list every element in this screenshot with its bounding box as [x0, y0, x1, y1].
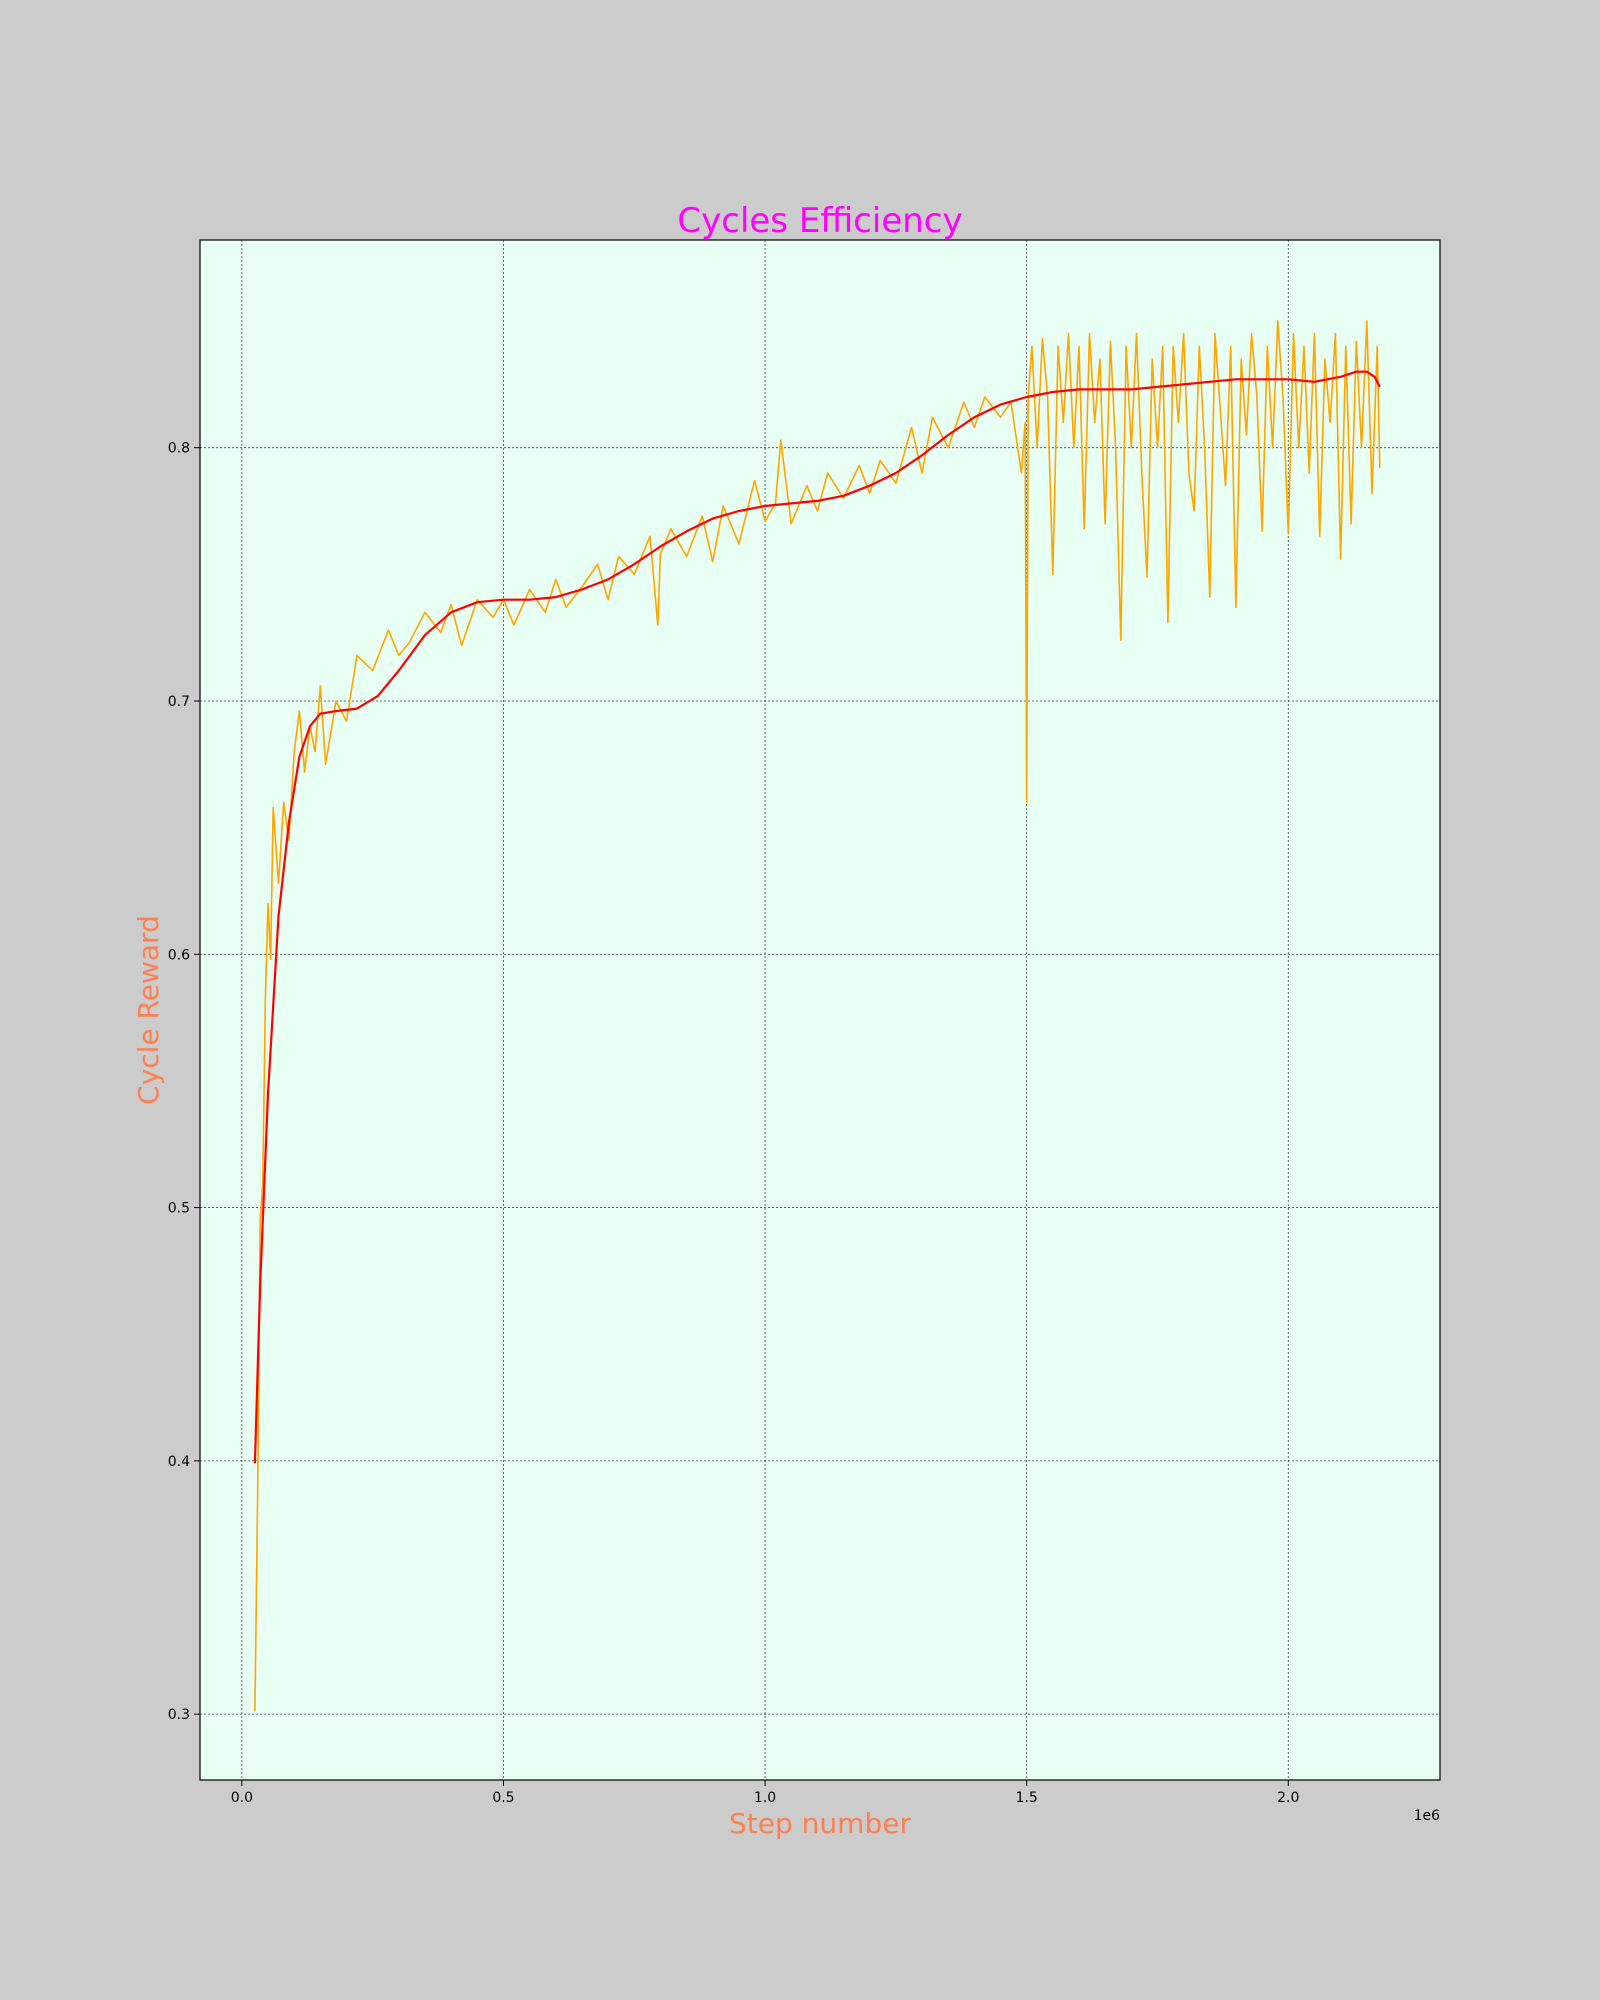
y-tick-label: 0.4	[168, 1454, 190, 1470]
y-axis-label: Cycle Reward	[132, 915, 165, 1105]
y-tick-label: 0.5	[168, 1201, 190, 1217]
x-axis-offset-label: 1e6	[1414, 1808, 1441, 1824]
x-tick-label: 1.0	[754, 1790, 776, 1806]
x-tick-label: 0.0	[231, 1790, 253, 1806]
x-tick-label: 1.5	[1016, 1790, 1038, 1806]
y-tick-label: 0.6	[168, 947, 190, 963]
x-tick-label: 2.0	[1277, 1790, 1299, 1806]
series-layer	[253, 320, 1381, 1712]
x-axis-label: Step number	[729, 1807, 911, 1840]
axis-ticks: 0.0 0.5 1.0 1.5 2.0 0.3 0.4 0.5 0.6 0.7 0.8	[168, 441, 1300, 1806]
y-tick-label: 0.3	[168, 1707, 190, 1723]
y-tick-label: 0.7	[168, 694, 190, 710]
plot-frame	[199, 239, 1441, 1781]
y-tick-label: 0.8	[168, 441, 190, 457]
smooth-series-line	[253, 370, 1381, 1464]
plot-area	[200, 240, 1440, 1780]
x-tick-label: 0.5	[492, 1790, 514, 1806]
chart-title: Cycles Efficiency	[677, 201, 962, 241]
